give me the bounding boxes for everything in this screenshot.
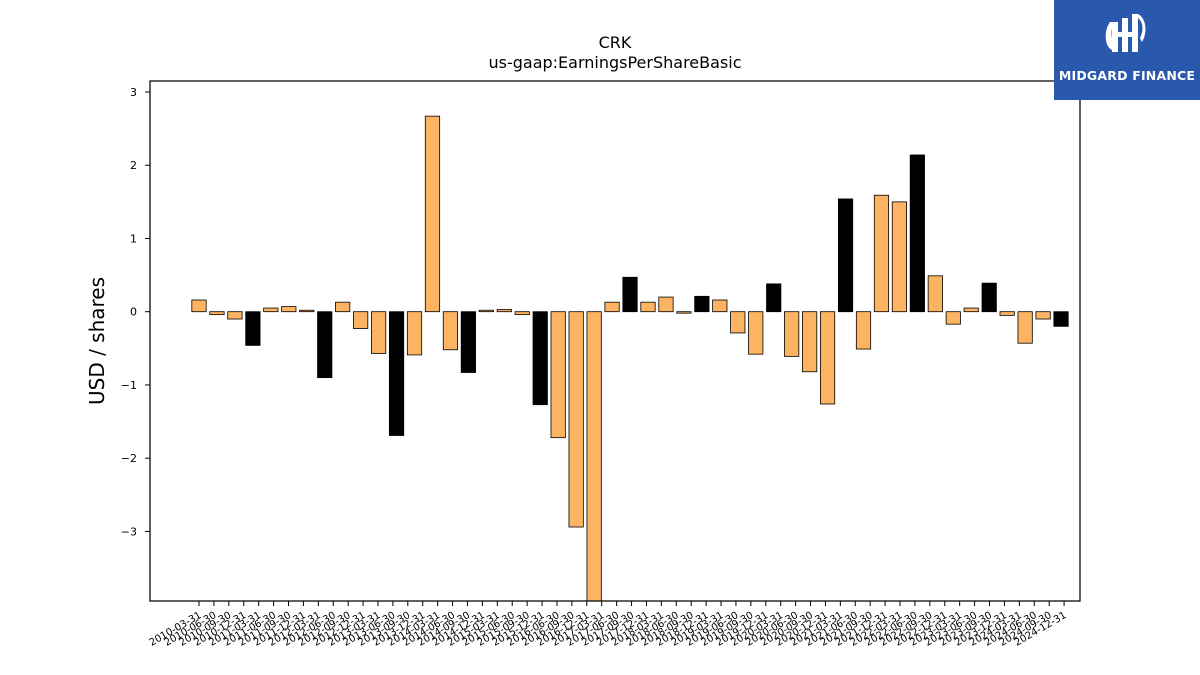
bar-2018-06-30 [784, 311, 800, 357]
bar-2020-09-30 [945, 311, 961, 325]
bar-2011-12-31 [317, 311, 333, 379]
bar-2018-09-30 [802, 311, 818, 373]
bar-2020-12-31 [963, 307, 979, 313]
y-tick-label: 0 [130, 306, 137, 319]
bar-2021-09-30 [1017, 311, 1033, 344]
bar-2014-12-31 [532, 311, 548, 406]
bar-2016-06-30 [640, 301, 656, 313]
y-tick-label: 3 [130, 86, 137, 99]
chart-subtitle: us-gaap:EarningsPerShareBasic [488, 53, 741, 72]
bar-series [191, 115, 1069, 602]
y-tick-label: −2 [121, 452, 137, 465]
y-tick-label: 2 [130, 159, 137, 172]
bar-2014-06-30 [496, 309, 512, 313]
y-axis-label: USD / shares [85, 277, 109, 405]
bar-2013-09-30 [442, 311, 459, 351]
bar-2020-06-30 [927, 275, 943, 313]
bar-2018-12-31 [819, 311, 836, 405]
bar-2012-12-31 [388, 311, 405, 436]
bar-2021-06-30 [999, 311, 1015, 316]
y-axis: −3 −2 −1 0 1 2 3 [121, 86, 150, 538]
bar-2010-12-31 [245, 311, 261, 346]
y-tick-label: 1 [130, 232, 137, 245]
bar-2019-03-31 [837, 198, 854, 313]
bar-2022-03-31 [1053, 311, 1069, 327]
brand-logo: MIDGARD FINANCE [1054, 0, 1200, 100]
bar-2013-06-30 [424, 115, 441, 313]
bar-2013-12-31 [460, 311, 476, 373]
y-tick-label: −3 [121, 525, 137, 538]
bar-2019-09-30 [873, 194, 890, 313]
bar-2011-09-30 [299, 309, 315, 313]
bar-2015-09-30 [586, 311, 602, 602]
y-tick-label: −1 [121, 379, 137, 392]
bar-2016-03-31 [622, 276, 638, 313]
bar-2018-03-31 [766, 283, 782, 313]
brand-name: MIDGARD FINANCE [1058, 68, 1196, 83]
bar-2020-03-31 [909, 154, 925, 313]
bar-2021-03-31 [981, 282, 997, 313]
plot-frame [149, 80, 1081, 602]
bar-2019-12-31 [891, 201, 907, 313]
bar-2011-06-30 [281, 306, 297, 313]
bar-2017-09-30 [730, 311, 746, 334]
bar-2016-12-31 [676, 311, 692, 314]
bar-2015-06-30 [568, 311, 584, 528]
chart-title: CRK [599, 33, 632, 52]
bar-2013-03-31 [406, 311, 423, 356]
bar-2012-03-31 [335, 301, 351, 313]
bar-2016-09-30 [658, 296, 674, 313]
bar-2010-06-30 [209, 311, 225, 316]
bar-2014-03-31 [478, 309, 494, 313]
bar-2017-03-31 [694, 295, 710, 313]
bar-2021-12-31 [1035, 311, 1051, 320]
bar-2015-12-31 [604, 301, 620, 313]
x-axis: 2010-03-312010-06-302010-09-302010-12-31… [148, 601, 1069, 649]
bar-2015-03-31 [550, 311, 566, 439]
bar-2010-09-30 [227, 311, 243, 320]
bar-2011-03-31 [263, 307, 279, 313]
bar-2019-06-30 [855, 311, 872, 350]
bar-2017-06-30 [712, 299, 728, 313]
bar-2012-06-30 [353, 311, 369, 329]
bar-2017-12-31 [748, 311, 764, 355]
bar-2012-09-30 [371, 311, 387, 354]
bar-2014-09-30 [514, 311, 530, 316]
brand-mark-icon [1105, 14, 1146, 52]
bar-2010-03-31 [191, 299, 207, 313]
